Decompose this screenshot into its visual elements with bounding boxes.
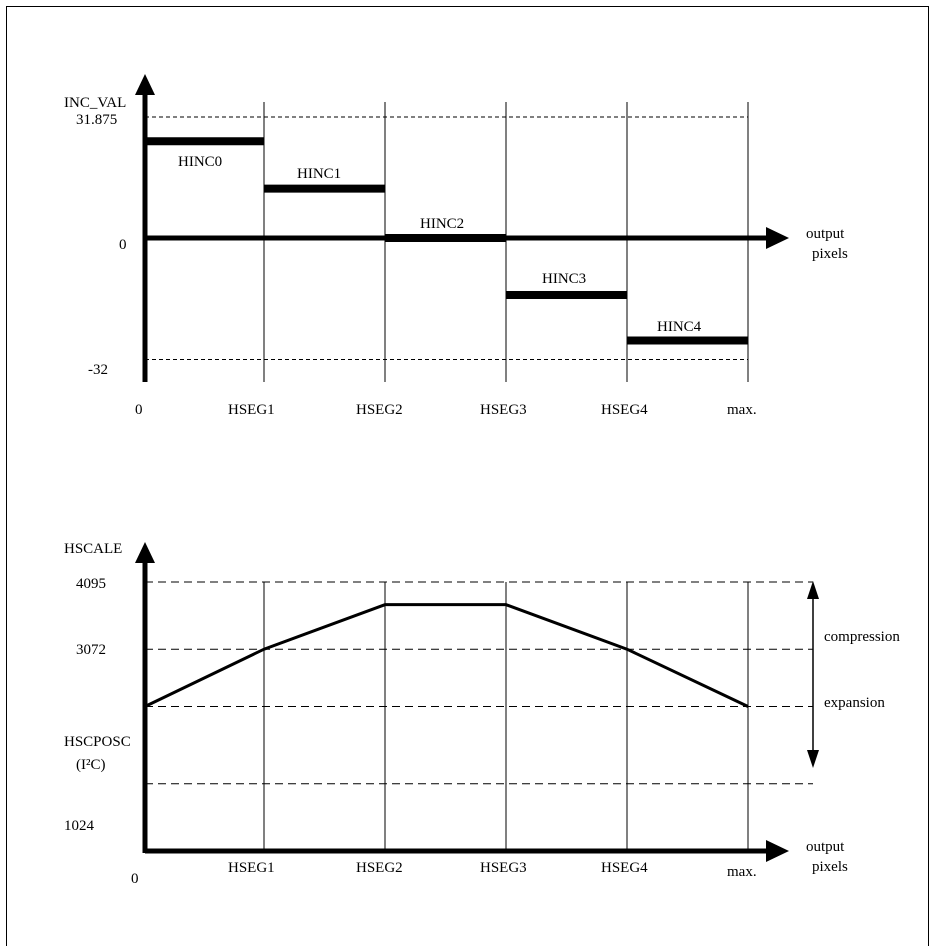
bottom-y-tick-1024: 1024 [64, 818, 95, 834]
segment-label-hinc4: HINC4 [657, 319, 702, 335]
segment-label-hinc0: HINC0 [178, 154, 222, 170]
top-y-tick-min: -32 [88, 362, 108, 378]
top-x-tick-0: 0 [135, 402, 143, 418]
top-x-axis-label-1: output [806, 226, 845, 242]
bottom-x-tick-0: 0 [131, 871, 139, 887]
top-x-tick-max: max. [727, 402, 757, 418]
bottom-x-tick-hseg4: HSEG4 [601, 860, 648, 876]
bottom-x-tick-hseg3: HSEG3 [480, 860, 527, 876]
top-y-axis-label: INC_VAL [64, 95, 126, 111]
top-x-tick-hseg2: HSEG2 [356, 402, 403, 418]
top-x-tick-hseg3: HSEG3 [480, 402, 527, 418]
bottom-y-tick-4095: 4095 [76, 576, 106, 592]
bottom-y-tick-3072: 3072 [76, 642, 106, 658]
bottom-x-tick-hseg2: HSEG2 [356, 860, 403, 876]
expansion-label: expansion [824, 695, 885, 711]
inc-val-chart: INC_VAL 31.875 0 -32 0 HSEG1 HSEG2 HSEG3… [64, 74, 848, 418]
top-x-tick-hseg4: HSEG4 [601, 402, 648, 418]
bottom-y-tick-hscposc: HSCPOSC [64, 734, 131, 750]
top-x-arrow [766, 227, 789, 249]
range-arrow-up [807, 581, 819, 599]
bottom-y-arrow [135, 542, 155, 563]
top-y-tick-max: 31.875 [76, 112, 117, 128]
top-x-tick-hseg1: HSEG1 [228, 402, 275, 418]
figure-frame [6, 6, 929, 946]
bottom-x-arrow [766, 840, 789, 862]
bottom-x-tick-hseg1: HSEG1 [228, 860, 275, 876]
segment-label-hinc3: HINC3 [542, 271, 586, 287]
range-arrow-down [807, 750, 819, 768]
hscale-chart: HSCALE 4095 3072 HSCPOSC (I²C) 1024 0 HS… [64, 541, 900, 887]
top-x-axis-label-2: pixels [812, 246, 848, 262]
bottom-x-tick-max: max. [727, 864, 757, 880]
hscale-curve [144, 603, 749, 708]
compression-label: compression [824, 629, 900, 645]
segment-label-hinc2: HINC2 [420, 216, 464, 232]
bottom-x-axis-label-1: output [806, 839, 845, 855]
bottom-x-axis-label-2: pixels [812, 859, 848, 875]
segment-label-hinc1: HINC1 [297, 166, 341, 182]
bottom-y-tick-hscposc-sub: (I²C) [76, 757, 106, 773]
bottom-y-axis-label: HSCALE [64, 541, 122, 557]
top-y-arrow [135, 74, 155, 95]
top-y-tick-zero: 0 [119, 237, 127, 253]
